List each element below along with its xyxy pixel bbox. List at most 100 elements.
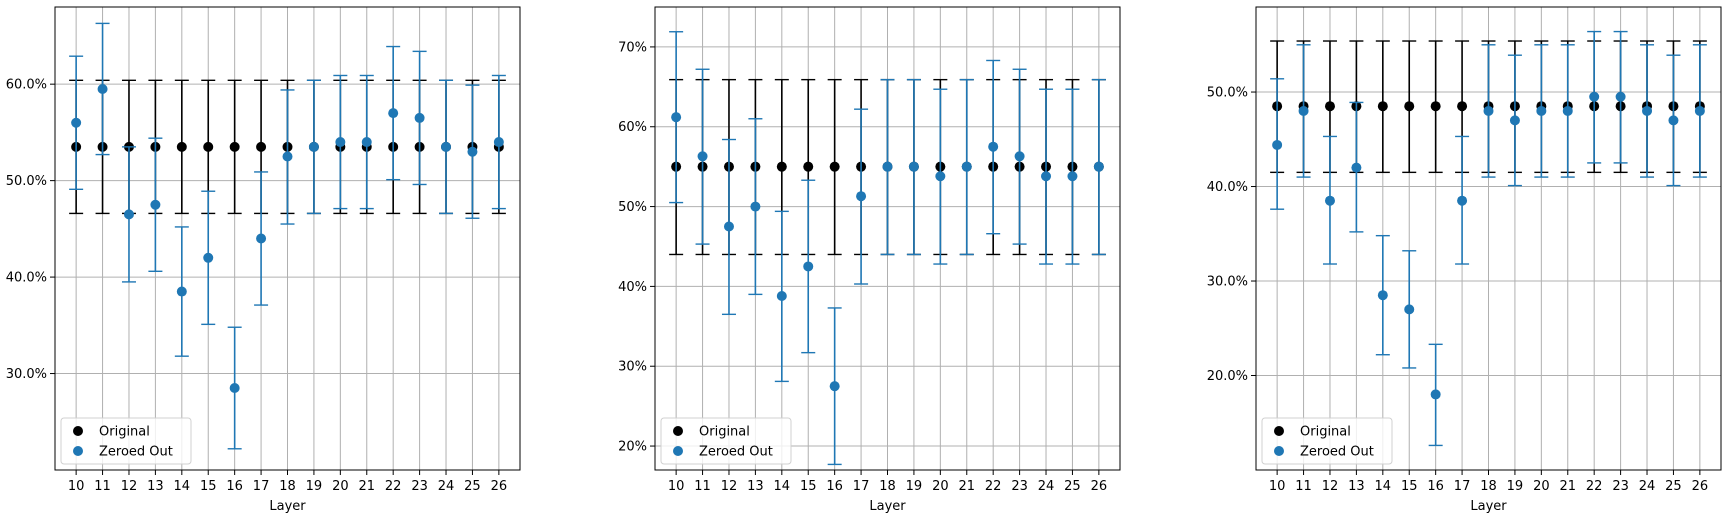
data-point xyxy=(882,161,893,172)
x-tick-label: 18 xyxy=(279,479,296,494)
x-tick-label: 14 xyxy=(1375,479,1392,494)
data-point xyxy=(1589,91,1600,102)
x-tick-label: 19 xyxy=(306,479,323,494)
series-zeroed-out xyxy=(69,22,506,450)
y-tick-label: 50.0% xyxy=(1207,86,1248,101)
x-tick-label: 20 xyxy=(1533,479,1550,494)
y-tick-label: 40.0% xyxy=(1207,180,1248,195)
data-point xyxy=(1377,290,1388,301)
x-tick-label: 21 xyxy=(358,479,375,494)
legend-box xyxy=(60,417,192,465)
x-axis-label: Layer xyxy=(1470,499,1507,514)
legend-marker xyxy=(1274,446,1284,456)
data-point xyxy=(256,141,267,152)
x-tick-label: 13 xyxy=(147,479,164,494)
data-point xyxy=(1536,105,1547,116)
data-point xyxy=(908,161,919,172)
legend-entry: Original xyxy=(699,425,750,440)
x-tick-label: 16 xyxy=(1427,479,1444,494)
data-point xyxy=(282,151,293,162)
data-point xyxy=(1694,105,1705,116)
x-tick-label: 10 xyxy=(668,479,685,494)
x-tick-label: 17 xyxy=(253,479,270,494)
chart-1: 10 11 12 13 14 15 16 17 18 19 20 21 22 23 24 25 26 30.0% 4… xyxy=(6,6,521,514)
x-tick-label: 20 xyxy=(332,479,349,494)
x-tick-label: 24 xyxy=(1038,479,1055,494)
x-tick-label: 11 xyxy=(694,479,711,494)
data-point xyxy=(71,117,82,128)
x-tick-label: 15 xyxy=(800,479,817,494)
data-point xyxy=(388,108,399,119)
legend-entry: Zeroed Out xyxy=(699,445,773,460)
data-point xyxy=(1272,139,1283,150)
x-tick-label: 25 xyxy=(1064,479,1081,494)
data-point xyxy=(1067,171,1078,182)
y-tick-label: 30.0% xyxy=(1207,275,1248,290)
data-point xyxy=(1509,115,1520,126)
data-point xyxy=(750,201,761,212)
legend-marker xyxy=(73,446,83,456)
data-point xyxy=(988,141,999,152)
x-tick-label: 12 xyxy=(1322,479,1339,494)
data-point xyxy=(829,161,840,172)
x-tick-label: 12 xyxy=(721,479,738,494)
data-point xyxy=(203,141,214,152)
x-tick-label: 22 xyxy=(1586,479,1603,494)
x-tick-label: 16 xyxy=(826,479,843,494)
x-axis-label: Layer xyxy=(269,499,306,514)
data-point xyxy=(1377,101,1388,112)
legend-marker xyxy=(1274,426,1284,436)
data-point xyxy=(671,112,682,123)
data-point xyxy=(467,146,478,157)
y-tick-label: 40.0% xyxy=(6,271,47,286)
data-point xyxy=(1668,115,1679,126)
series-zeroed-out xyxy=(1270,30,1707,447)
legend-entry: Original xyxy=(99,425,150,440)
data-point xyxy=(1457,101,1468,112)
x-tick-label: 23 xyxy=(1612,479,1629,494)
data-point xyxy=(1642,105,1653,116)
x-tick-label: 10 xyxy=(68,479,85,494)
data-point xyxy=(723,221,734,232)
x-tick-label: 23 xyxy=(411,479,428,494)
data-point xyxy=(1404,304,1415,315)
x-tick-label: 24 xyxy=(438,479,455,494)
data-point xyxy=(829,381,840,392)
data-point xyxy=(176,286,187,297)
x-tick-label: 18 xyxy=(879,479,896,494)
y-tick-label: 30% xyxy=(618,360,647,375)
y-tick-label: 30.0% xyxy=(6,367,47,382)
data-point xyxy=(697,151,708,162)
data-point xyxy=(1404,101,1415,112)
data-point xyxy=(123,209,134,220)
data-point xyxy=(803,261,814,272)
data-point xyxy=(1457,195,1468,206)
x-tick-label: 16 xyxy=(226,479,243,494)
legend-entry: Original xyxy=(1300,425,1351,440)
y-tick-label: 20% xyxy=(618,440,647,455)
y-tick-label: 50.0% xyxy=(6,174,47,189)
data-point xyxy=(961,161,972,172)
y-tick-label: 20.0% xyxy=(1207,369,1248,384)
x-tick-label: 18 xyxy=(1480,479,1497,494)
x-tick-label: 26 xyxy=(1692,479,1709,494)
data-point xyxy=(1351,162,1362,173)
legend: Original Zeroed Out xyxy=(60,417,192,465)
x-tick-label: 12 xyxy=(121,479,138,494)
x-tick-label: 11 xyxy=(1295,479,1312,494)
legend-box xyxy=(660,417,792,465)
data-point xyxy=(361,137,372,148)
legend-box xyxy=(1261,417,1393,465)
data-point xyxy=(856,191,867,202)
x-tick-label: 15 xyxy=(200,479,217,494)
x-tick-label: 15 xyxy=(1401,479,1418,494)
x-tick-label: 26 xyxy=(491,479,508,494)
x-tick-label: 10 xyxy=(1269,479,1286,494)
data-point xyxy=(776,161,787,172)
data-point xyxy=(441,141,452,152)
x-tick-label: 26 xyxy=(1091,479,1108,494)
data-point xyxy=(229,383,240,394)
x-tick-label: 13 xyxy=(747,479,764,494)
data-point xyxy=(776,290,787,301)
